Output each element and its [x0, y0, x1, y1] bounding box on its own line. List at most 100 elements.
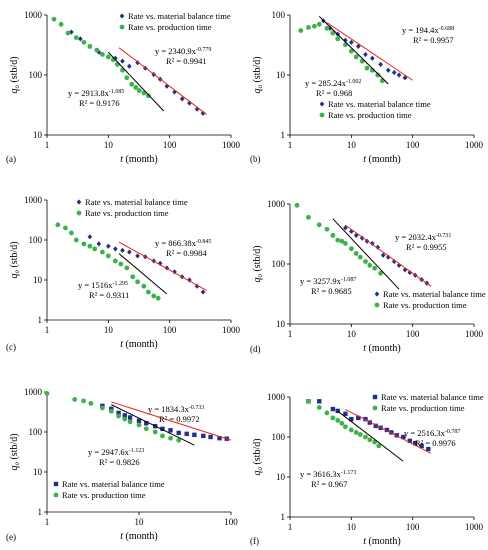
legend-marker	[319, 101, 325, 107]
data-point	[109, 406, 114, 412]
fit-line-production	[107, 51, 165, 112]
legend-marker	[76, 199, 82, 205]
data-point	[342, 424, 348, 430]
chart-panel-b: 1 10 100 1000 1 10 100 t (month) qo (stb/d) y = 1…	[250, 10, 484, 165]
y-axis-label-unit: (stb/d)	[252, 438, 263, 467]
fit-r-squared: R² = 0.9685	[311, 286, 352, 296]
data-point	[335, 36, 341, 42]
data-point	[349, 416, 354, 422]
fit-equation-exponent: -0.688	[439, 26, 455, 32]
fit-equation-exponent: -0.731	[436, 233, 452, 239]
data-point	[330, 30, 336, 36]
x-tick-label: 1	[288, 522, 293, 532]
fit-line-material-balance	[111, 401, 232, 441]
y-axis-label-unit: (stb/d)	[9, 241, 20, 270]
data-point	[389, 430, 394, 435]
data-point	[81, 241, 87, 247]
data-point	[184, 431, 189, 437]
x-tick-label: 1	[288, 329, 293, 339]
y-axis-label: qo (stb/d)	[252, 245, 264, 282]
data-point	[112, 258, 118, 264]
data-point	[335, 418, 341, 423]
fit-equation: y = 2913.8x-1.085	[68, 88, 124, 98]
x-axis-label: t (month)	[363, 343, 401, 354]
data-point	[363, 416, 368, 422]
data-point	[396, 262, 402, 268]
x-axis-label-var: t	[363, 154, 368, 165]
y-tick-label: 100	[272, 432, 286, 442]
fit-r-squared: R² = 0.9972	[159, 414, 200, 424]
y-axis-label-sub: o	[13, 270, 21, 274]
data-point	[413, 440, 418, 446]
y-tick-label: 10	[33, 275, 43, 285]
data-point	[419, 443, 424, 449]
legend-label: Rate vs. material balance time	[383, 289, 486, 299]
legend-marker	[372, 394, 378, 400]
data-point	[87, 43, 93, 49]
data-point	[94, 47, 100, 53]
data-point	[339, 238, 345, 244]
data-point	[194, 106, 200, 112]
data-point	[72, 397, 78, 402]
data-point	[81, 398, 87, 404]
data-point	[127, 249, 132, 255]
x-axis-label-unit: (month)	[126, 531, 158, 542]
series-production	[298, 21, 385, 84]
data-point	[342, 241, 348, 246]
legend-marker	[76, 210, 82, 216]
data-point	[116, 410, 121, 416]
data-point	[129, 81, 135, 87]
x-axis-label: t (month)	[363, 154, 401, 165]
data-point	[316, 21, 322, 27]
data-point	[122, 416, 128, 422]
x-tick-label: 1000	[465, 140, 484, 150]
data-point	[407, 269, 413, 276]
legend-label: Rate vs. production time	[381, 403, 465, 413]
data-point	[378, 61, 383, 68]
y-axis-label-sub: o	[256, 274, 264, 278]
fit-equation-exponent: -1.087	[341, 277, 357, 283]
data-point	[367, 420, 372, 425]
chart-panel-e: 1 10 100 1 10 100 1000 t (month) qo (stb/d) y = 1…	[6, 387, 238, 542]
y-axis-label-sub: o	[13, 85, 21, 89]
x-axis-label-unit: (month)	[126, 154, 158, 165]
data-point	[348, 427, 354, 433]
legend-label: Rate vs. material balance time	[62, 479, 165, 489]
y-tick-label: 1000	[24, 195, 43, 205]
data-point	[120, 247, 125, 253]
y-axis-label: qo (stb/d)	[9, 433, 21, 470]
fit-equation: y = 2340.9x-0.779	[155, 46, 211, 56]
data-point	[114, 62, 120, 67]
fit-line-material-balance	[326, 22, 413, 81]
data-point	[152, 429, 158, 435]
data-point	[172, 89, 177, 95]
y-axis-label: qo (stb/d)	[252, 438, 264, 475]
data-point	[127, 63, 132, 69]
data-point	[330, 415, 336, 421]
x-axis-label-unit: (month)	[369, 154, 401, 165]
data-point	[367, 262, 373, 268]
fit-equation: y = 1834.3x-0.733	[148, 404, 204, 414]
legend-label: Rate vs. production time	[328, 110, 412, 120]
x-axis-label-var: t	[120, 339, 125, 350]
data-point	[194, 283, 200, 289]
data-point	[324, 226, 330, 232]
data-point	[396, 72, 402, 78]
data-point	[324, 25, 330, 31]
data-point	[324, 410, 330, 416]
fit-equation-exponent: -0.779	[196, 47, 212, 53]
x-tick-label: 1	[288, 140, 293, 150]
data-point	[88, 400, 94, 406]
data-point	[69, 230, 74, 236]
data-point	[176, 437, 182, 443]
data-point	[105, 253, 111, 259]
data-point	[118, 261, 124, 267]
y-axis-label-unit: (stb/d)	[252, 245, 263, 274]
y-tick-label: 100	[29, 427, 43, 437]
